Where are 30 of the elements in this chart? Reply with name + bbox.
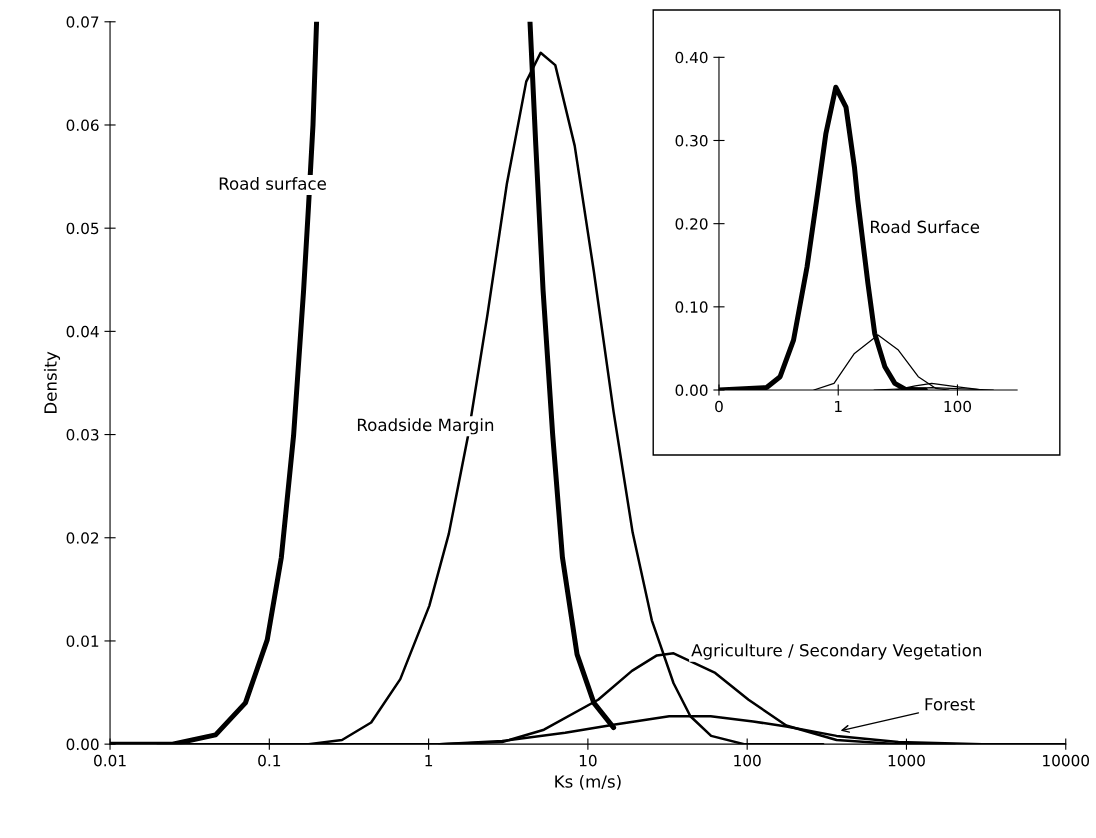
y-tick-label: 0.00 xyxy=(66,738,99,751)
annotation: Forest xyxy=(925,698,975,711)
x-tick-label: 0.01 xyxy=(94,754,126,767)
x-tick-label: 1 xyxy=(425,755,433,767)
y-tick-label: 0.30 xyxy=(675,134,708,147)
y-tick-label: 0.00 xyxy=(675,384,708,397)
x-axis-title: Ks (m/s) xyxy=(555,774,621,790)
x-tick-label: 100 xyxy=(944,400,972,413)
y-tick-label: 0.20 xyxy=(675,218,708,230)
y-tick-label: 0.07 xyxy=(66,16,99,28)
x-tick-label: 10 xyxy=(579,754,597,767)
x-tick-label: 1000 xyxy=(888,754,925,767)
y-tick-label: 0.01 xyxy=(66,635,99,647)
series-label: Agriculture / Secondary Vegetation xyxy=(691,643,981,660)
x-tick-label: 10000 xyxy=(1043,754,1090,767)
x-tick-label: 100 xyxy=(734,754,761,767)
y-tick-label: 0.40 xyxy=(675,51,708,64)
y-tick-label: 0.05 xyxy=(66,222,99,235)
x-tick-label: 0 xyxy=(715,400,723,413)
x-tick-label: 0.1 xyxy=(258,754,281,767)
y-axis-title: Density xyxy=(43,351,61,414)
series-label: Roadside Margin xyxy=(357,418,494,435)
y-tick-label: 0.10 xyxy=(675,301,708,313)
y-tick-label: 0.03 xyxy=(66,429,99,441)
series-label: Road Surface xyxy=(871,220,980,234)
y-tick-label: 0.04 xyxy=(66,325,99,338)
x-tick-label: 1 xyxy=(835,400,842,413)
y-tick-label: 0.02 xyxy=(66,532,99,544)
y-tick-label: 0.06 xyxy=(66,119,99,131)
series-label: Road surface xyxy=(219,176,326,190)
